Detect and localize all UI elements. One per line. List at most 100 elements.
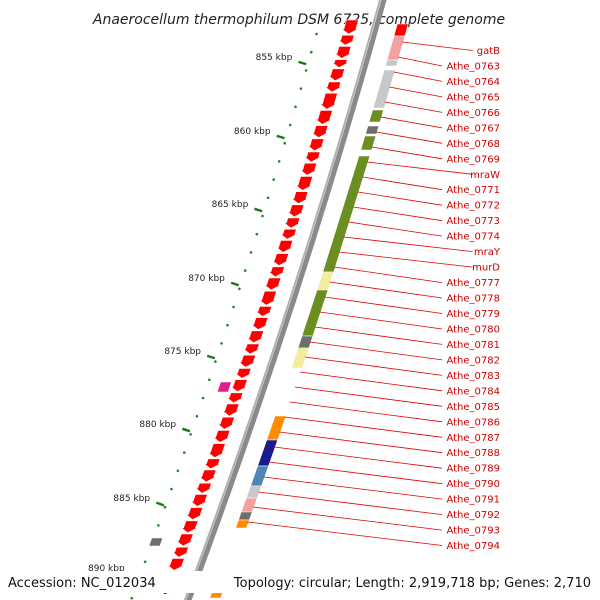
kbp-tick-label: 880 kbp	[139, 420, 176, 430]
label-leader-line	[393, 71, 443, 82]
cds-arrow	[263, 277, 282, 291]
cog-segment	[216, 381, 233, 393]
cog-segment	[386, 35, 406, 61]
cds-arrow	[319, 92, 338, 110]
label-leader-line	[348, 221, 443, 237]
gene-label: Athe_0773	[446, 216, 500, 227]
cds-arrow	[295, 176, 314, 191]
label-leader-line	[371, 146, 443, 160]
genome-summary-text: Topology: circular; Length: 2,919,718 bp…	[233, 576, 591, 591]
label-leader-line	[329, 281, 443, 299]
gene-label: Athe_0783	[446, 371, 500, 382]
gc-dot	[189, 433, 192, 436]
gene-label: Athe_0784	[446, 386, 500, 397]
footer-backdrop	[0, 571, 600, 593]
cds-arrow	[217, 416, 236, 430]
kbp-tick-label: 875 kbp	[164, 347, 201, 357]
gene-label: Athe_0792	[446, 510, 500, 521]
gc-dot	[255, 232, 259, 236]
gene-label: Athe_0767	[446, 123, 500, 134]
gene-label: Athe_0765	[446, 92, 500, 103]
gene-label: Athe_0788	[446, 448, 500, 459]
label-leader-line	[389, 86, 443, 98]
cds-arrow	[198, 469, 217, 483]
kbp-tick-mark	[254, 207, 263, 213]
cog-segment	[148, 537, 164, 547]
gene-label: Athe_0772	[446, 201, 500, 212]
cds-arrow	[311, 125, 329, 138]
label-leader-line	[294, 386, 443, 407]
gene-label: Athe_0768	[446, 139, 500, 150]
cds-arrow	[258, 290, 278, 306]
label-leader-line	[339, 251, 473, 268]
label-leader-line	[367, 161, 473, 175]
cds-arrow	[314, 110, 333, 125]
cds-arrow	[230, 379, 248, 392]
cog-segment	[257, 439, 279, 467]
cds-arrow	[203, 458, 221, 470]
label-leader-line	[299, 371, 443, 392]
cog-segment	[301, 289, 329, 337]
gene-label: gatB	[477, 46, 500, 57]
gc-dot	[157, 524, 160, 527]
position-ticks: 855 kbp 860 kbp 865 kbp 870 kbp 875 kbp 880 k…	[88, 53, 307, 577]
cds-arrow	[250, 317, 269, 330]
cds-arrow-track	[157, 19, 359, 596]
gc-dot	[266, 196, 270, 200]
genome-backbone	[183, 0, 387, 600]
gene-label: Athe_0779	[446, 309, 500, 320]
cds-arrow	[337, 34, 355, 46]
gc-dot	[315, 32, 318, 36]
cds-arrow	[327, 68, 345, 82]
gc-dot	[299, 87, 303, 90]
cds-arrow	[286, 204, 305, 218]
kbp-tick-mark	[206, 354, 216, 360]
backbone-inner-line	[186, 0, 387, 600]
cds-arrow	[242, 343, 260, 355]
cds-arrow	[324, 81, 342, 93]
gene-label: Athe_0793	[446, 526, 500, 537]
gc-dot	[277, 160, 281, 163]
label-leader-line	[384, 101, 443, 113]
cds-arrow	[171, 546, 189, 558]
gc-dot	[261, 214, 264, 218]
label-leader-line	[268, 461, 443, 485]
gc-dot	[232, 305, 235, 309]
gc-dot	[226, 323, 229, 327]
accession-text: Accession: NC_012034	[8, 576, 156, 591]
label-leader-line	[334, 266, 443, 283]
label-leader-line	[343, 236, 473, 252]
cog-segment	[365, 125, 380, 135]
gene-label: Athe_0766	[446, 108, 500, 119]
kbp-tick-mark	[181, 427, 191, 433]
gene-label: Athe_0789	[446, 464, 500, 475]
kbp-tick-label: 885 kbp	[113, 494, 150, 504]
gc-dot	[243, 269, 247, 272]
gene-label: Athe_0790	[446, 479, 500, 490]
label-leader-line	[279, 431, 443, 454]
cog-segment	[240, 497, 258, 513]
gene-label: Athe_0786	[446, 417, 500, 428]
cog-segment	[237, 511, 253, 521]
label-leader-line	[402, 41, 473, 51]
gc-dot	[201, 396, 205, 400]
cds-arrow	[341, 19, 359, 35]
cds-arrow	[299, 162, 318, 176]
cog-segment	[316, 271, 335, 291]
cog-segment	[290, 347, 310, 369]
cds-arrow	[283, 217, 301, 229]
gc-dot	[288, 123, 292, 127]
cds-arrow	[185, 507, 204, 520]
label-leader-line	[357, 191, 443, 206]
cog-segment	[235, 519, 250, 529]
cds-arrow	[268, 266, 286, 278]
gene-label: Athe_0782	[446, 355, 500, 366]
cds-arrow	[212, 430, 231, 443]
gene-label: Athe_0771	[446, 185, 500, 196]
gene-label: Athe_0778	[446, 294, 500, 305]
label-leader-line	[304, 356, 443, 376]
gene-label: murD	[472, 263, 500, 274]
map-title: Anaerocellum thermophilum DSM 6725, comp…	[92, 12, 505, 28]
kbp-tick-label: 865 kbp	[212, 200, 249, 210]
gc-dot	[195, 414, 199, 418]
